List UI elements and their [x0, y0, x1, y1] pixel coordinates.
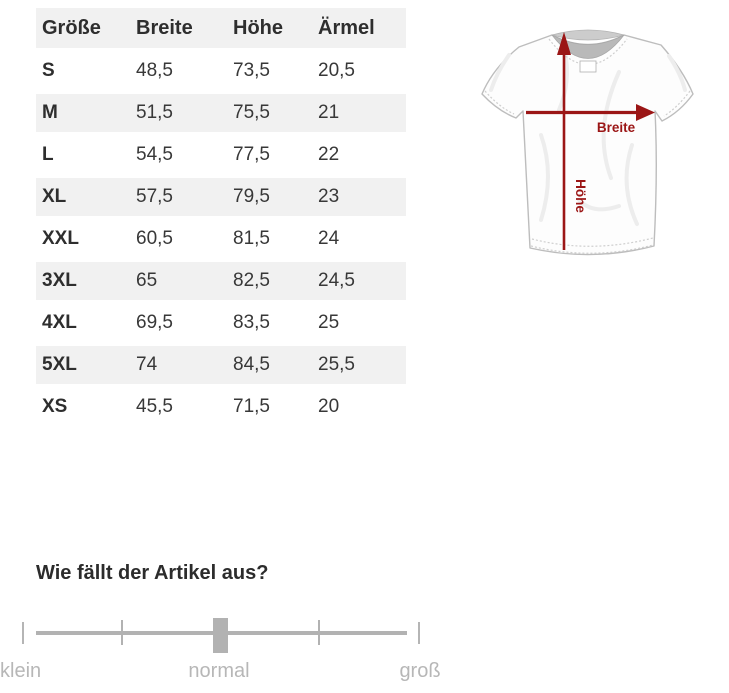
table-row: 3XL 65 82,5 24,5 — [36, 258, 406, 304]
size-cell: M — [36, 90, 136, 136]
fit-label-gross: groß — [399, 660, 441, 682]
wrinkle-shading — [489, 50, 687, 226]
fit-slider — [0, 610, 460, 660]
tshirt-diagram: Breite Höhe — [469, 10, 729, 300]
value-cell: 79,5 — [233, 174, 318, 220]
value-cell: 48,5 — [136, 48, 233, 94]
value-cell: 82,5 — [233, 258, 318, 304]
value-cell: 22 — [318, 132, 406, 178]
value-cell: 20,5 — [318, 48, 406, 94]
value-cell: 77,5 — [233, 132, 318, 178]
size-cell: L — [36, 132, 136, 178]
fit-label-normal: normal — [188, 660, 250, 682]
slider-handle[interactable] — [213, 618, 228, 653]
value-cell: 74 — [136, 342, 233, 388]
tshirt-icon: Breite Höhe — [481, 29, 694, 256]
value-cell: 71,5 — [233, 384, 318, 430]
width-arrow — [526, 104, 655, 121]
value-cell: 54,5 — [136, 132, 233, 178]
table-row: S 48,5 73,5 20,5 — [36, 48, 406, 94]
fit-labels: klein normal groß — [0, 660, 460, 693]
value-cell: 25,5 — [318, 342, 406, 388]
value-cell: 25 — [318, 300, 406, 346]
table-row: XL 57,5 79,5 23 — [36, 174, 406, 220]
table-row: XS 45,5 71,5 20 — [36, 384, 406, 430]
value-cell: 84,5 — [233, 342, 318, 388]
slider-tick-gross — [318, 620, 320, 645]
collar-label-tag — [579, 60, 597, 73]
value-cell: 20 — [318, 384, 406, 430]
value-cell: 23 — [318, 174, 406, 220]
size-cell: XXL — [36, 216, 136, 262]
value-cell: 81,5 — [233, 216, 318, 262]
size-cell: XS — [36, 384, 136, 430]
value-cell: 45,5 — [136, 384, 233, 430]
size-chart-table: Größe Breite Höhe Ärmel S 48,5 73,5 20,5… — [36, 8, 406, 430]
fit-label-klein: klein — [0, 660, 42, 682]
table-header-row: Größe Breite Höhe Ärmel — [36, 8, 406, 50]
height-arrow — [557, 32, 571, 250]
value-cell: 73,5 — [233, 48, 318, 94]
value-cell: 57,5 — [136, 174, 233, 220]
value-cell: 83,5 — [233, 300, 318, 346]
table-row: 5XL 74 84,5 25,5 — [36, 342, 406, 388]
value-cell: 60,5 — [136, 216, 233, 262]
value-cell: 65 — [136, 258, 233, 304]
size-cell: XL — [36, 174, 136, 220]
col-header-hoehe: Höhe — [233, 8, 318, 50]
value-cell: 75,5 — [233, 90, 318, 136]
size-cell: 5XL — [36, 342, 136, 388]
value-cell: 69,5 — [136, 300, 233, 346]
table-row: 4XL 69,5 83,5 25 — [36, 300, 406, 346]
height-arrow-label: Höhe — [573, 179, 588, 213]
fit-question-heading: Wie fällt der Artikel aus? — [36, 562, 269, 584]
size-cell: S — [36, 48, 136, 94]
value-cell: 51,5 — [136, 90, 233, 136]
size-cell: 3XL — [36, 258, 136, 304]
table-row: XXL 60,5 81,5 24 — [36, 216, 406, 262]
col-header-breite: Breite — [136, 8, 233, 50]
slider-end-tick-right — [418, 622, 420, 644]
table-row: M 51,5 75,5 21 — [36, 90, 406, 136]
value-cell: 24 — [318, 216, 406, 262]
slider-tick-klein — [121, 620, 123, 645]
col-header-aermel: Ärmel — [318, 8, 406, 50]
slider-end-tick-left — [22, 622, 24, 644]
value-cell: 21 — [318, 90, 406, 136]
width-arrow-label: Breite — [597, 120, 636, 135]
col-header-groesse: Größe — [36, 8, 136, 50]
size-cell: 4XL — [36, 300, 136, 346]
value-cell: 24,5 — [318, 258, 406, 304]
table-row: L 54,5 77,5 22 — [36, 132, 406, 178]
